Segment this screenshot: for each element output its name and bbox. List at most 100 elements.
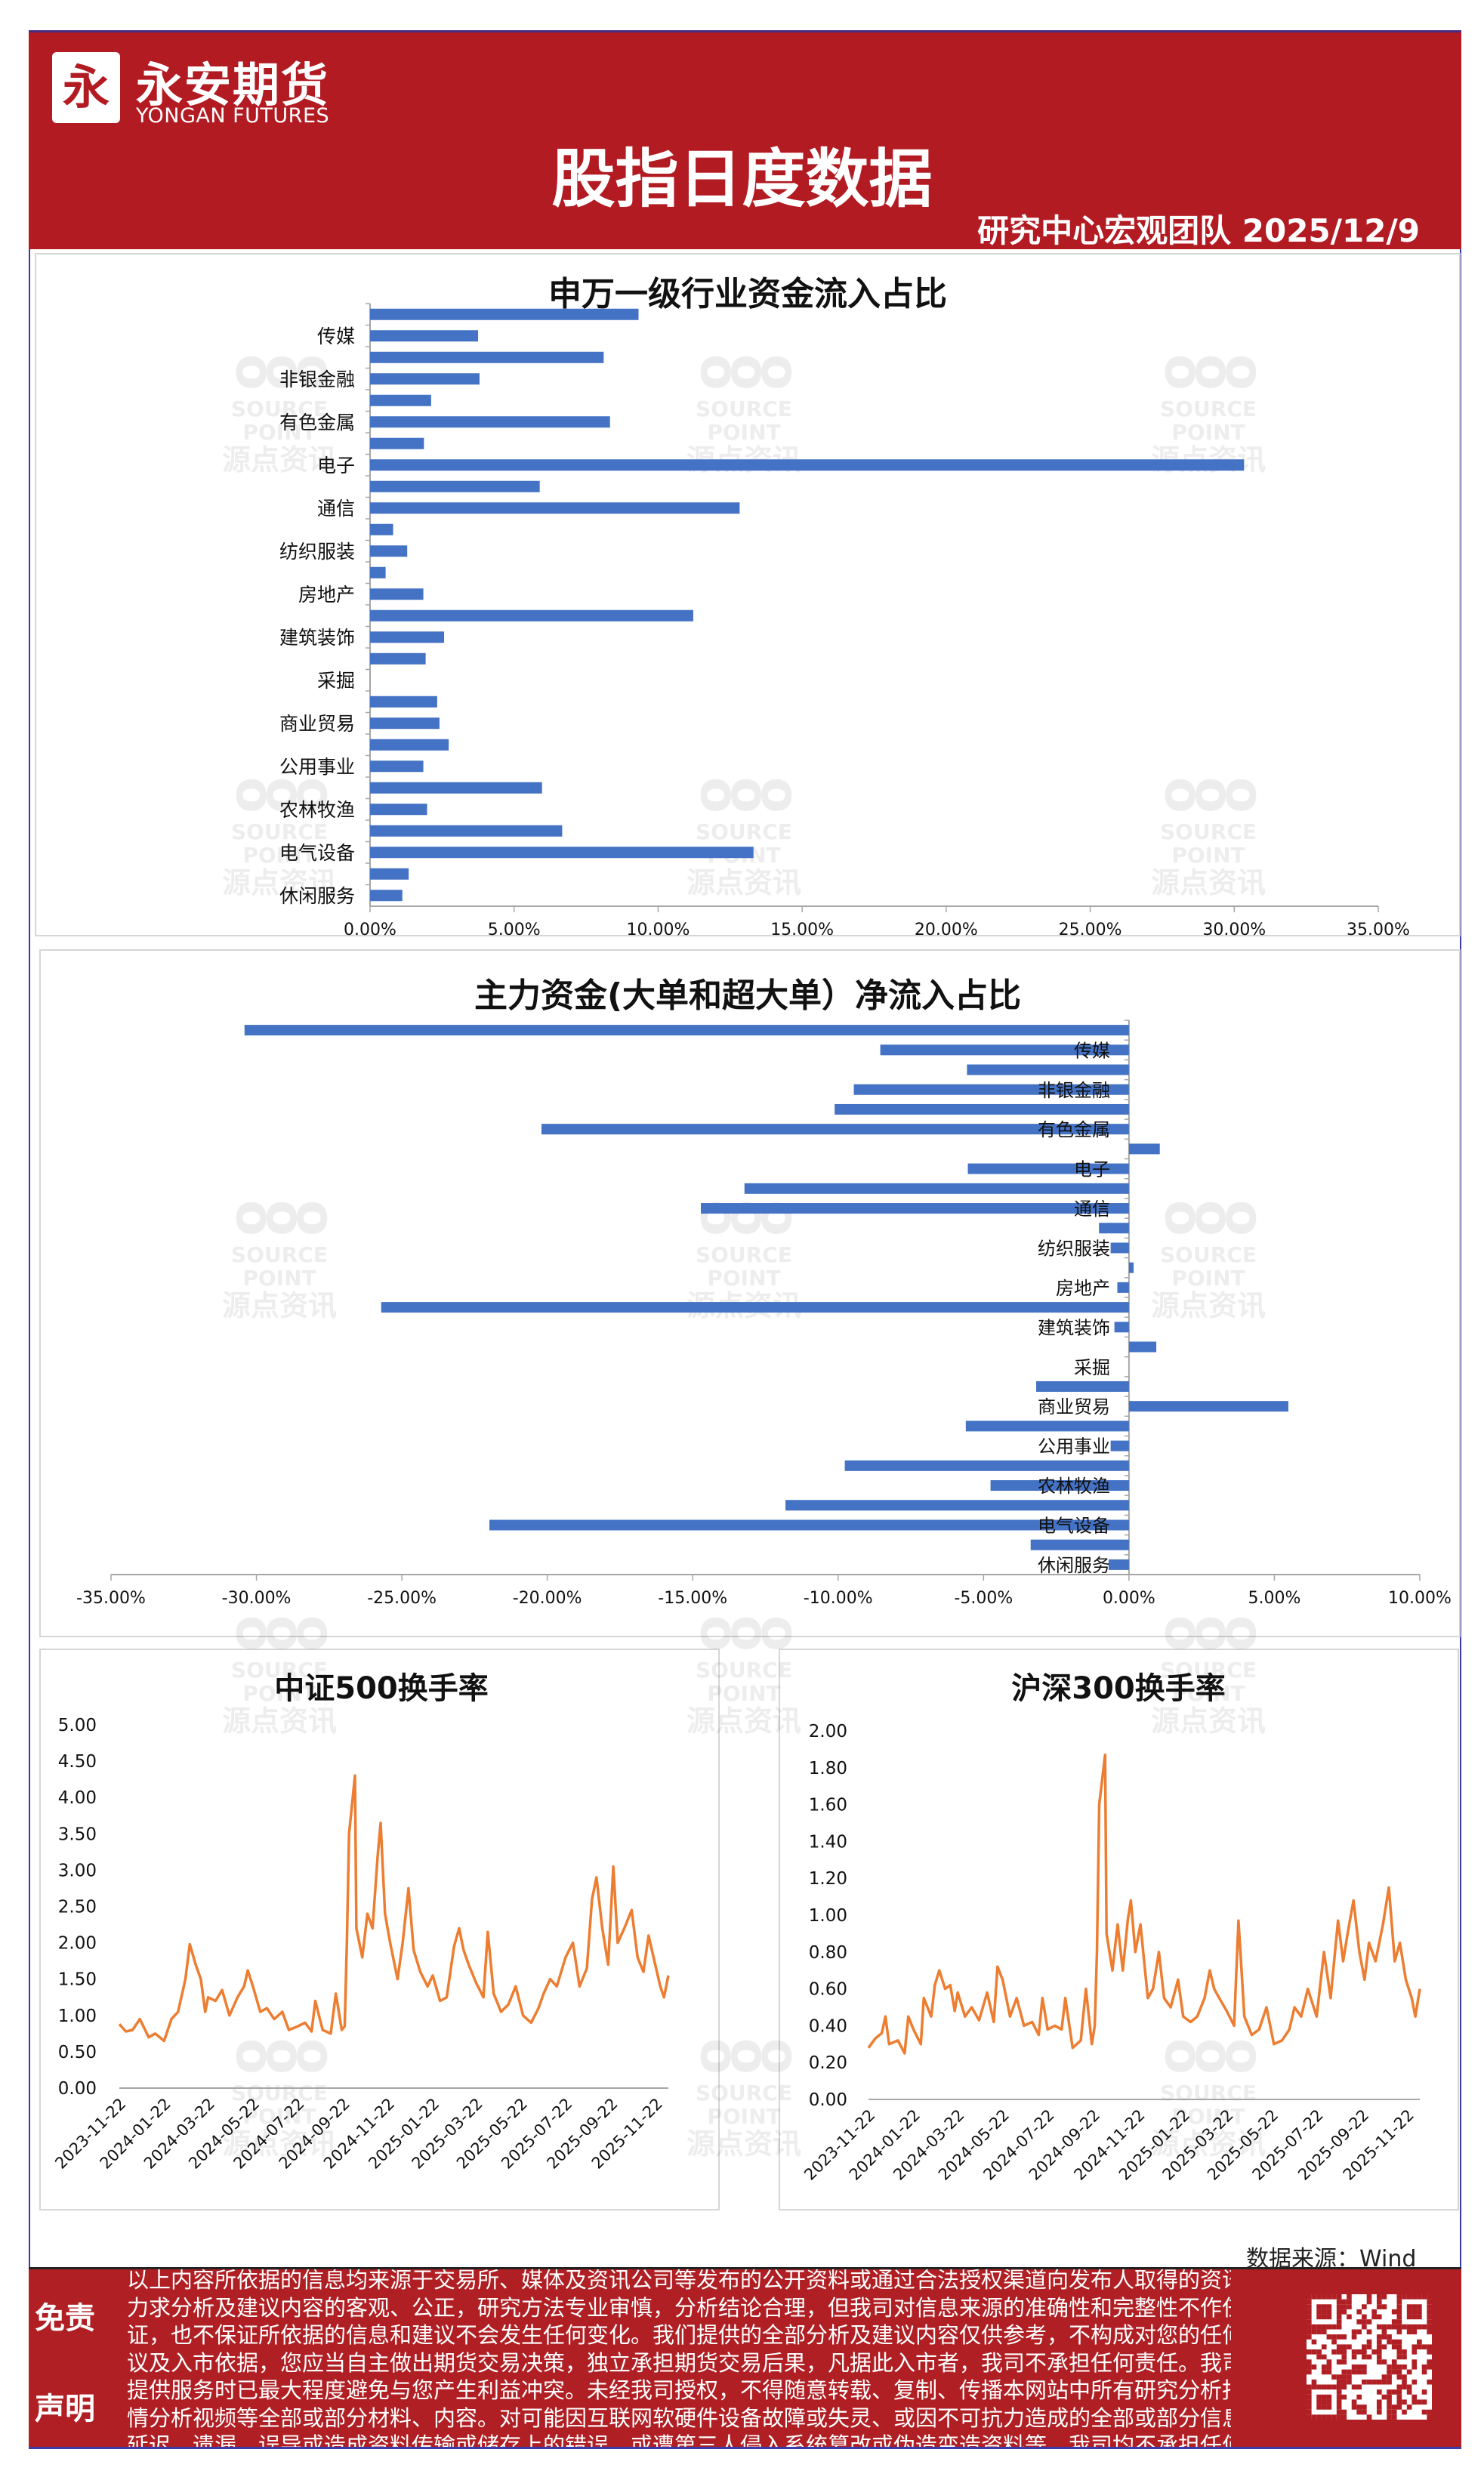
qr-module [1307, 2369, 1312, 2375]
qr-module [1336, 2299, 1342, 2305]
qr-module [1381, 2329, 1387, 2335]
qr-module [1307, 2299, 1312, 2305]
qr-module [1362, 2409, 1367, 2415]
qr-module [1417, 2314, 1422, 2320]
qr-module [1356, 2384, 1362, 2390]
qr-module [1376, 2349, 1382, 2355]
qr-module [1402, 2379, 1407, 2385]
qr-module [1341, 2304, 1347, 2309]
qr-module [1376, 2409, 1382, 2415]
qr-module [1307, 2329, 1312, 2335]
qr-module [1331, 2294, 1337, 2300]
qr-module [1406, 2384, 1412, 2390]
chart-title: 沪深300换手率 [1011, 1671, 1226, 1706]
qr-module [1336, 2405, 1342, 2410]
qr-module [1316, 2405, 1322, 2410]
qr-module [1316, 2384, 1322, 2390]
qr-module [1362, 2304, 1367, 2309]
qr-module [1411, 2314, 1418, 2320]
qr-module [1411, 2324, 1418, 2330]
qr-module [1411, 2294, 1418, 2300]
qr-module [1387, 2339, 1392, 2345]
qr-module [1427, 2294, 1432, 2300]
qr-module [1376, 2304, 1382, 2309]
qr-module [1307, 2334, 1312, 2340]
qr-module [1427, 2319, 1432, 2324]
disclaimer-line: 以上内容所依据的信息均来源于交易所、媒体及资讯公司等发布的公开资料或通过合法授权… [127, 2267, 1231, 2293]
qr-module [1427, 2409, 1432, 2415]
qr-module [1421, 2389, 1427, 2395]
qr-module [1376, 2399, 1382, 2405]
qr-module [1411, 2379, 1418, 2385]
qr-module [1371, 2309, 1377, 2315]
qr-module [1351, 2334, 1357, 2340]
qr-module [1326, 2399, 1332, 2405]
qr-module [1307, 2359, 1312, 2364]
qr-module [1307, 2309, 1312, 2315]
qr-module [1331, 2374, 1337, 2380]
qr-module [1427, 2414, 1432, 2420]
qr-module [1396, 2394, 1402, 2400]
qr-module [1391, 2409, 1397, 2415]
disclaimer-label-top: 免责 [35, 2301, 95, 2336]
qr-module [1406, 2314, 1412, 2320]
disclaimer-line: 议及入市依据，您应当自主做出期货交易决策，独立承担期货交易后果，凡据此入市者，我… [127, 2349, 1231, 2376]
qr-module [1362, 2369, 1367, 2375]
disclaimer-text: 以上内容所依据的信息均来源于交易所、媒体及资讯公司等发布的公开资料或通过合法授权… [127, 2267, 1231, 2447]
qr-module [1336, 2359, 1342, 2364]
chart-title: 主力资金(大单和超大单）净流入占比 [474, 976, 1022, 1015]
qr-module [1391, 2344, 1397, 2350]
qr-module [1307, 2414, 1312, 2420]
qr-module [1311, 2364, 1317, 2370]
qr-module [1321, 2304, 1327, 2309]
chart-main-net-inflow [39, 949, 1461, 1637]
qr-module [1356, 2394, 1362, 2400]
qr-module [1336, 2309, 1342, 2315]
qr-module [1341, 2414, 1347, 2420]
qr-module [1341, 2369, 1347, 2375]
qr-module [1421, 2324, 1427, 2330]
qr-module [1396, 2369, 1402, 2375]
qr-module [1336, 2379, 1342, 2385]
qr-module [1316, 2399, 1322, 2405]
qr-module [1362, 2354, 1367, 2360]
qr-module [1376, 2324, 1382, 2330]
qr-module [1391, 2359, 1397, 2364]
qr-module [1336, 2374, 1342, 2380]
qr-module [1406, 2304, 1412, 2309]
qr-module [1336, 2334, 1342, 2340]
qr-module [1326, 2369, 1332, 2375]
qr-module [1326, 2314, 1332, 2320]
qr-module [1417, 2294, 1422, 2300]
qr-module [1402, 2399, 1407, 2405]
qr-module [1362, 2324, 1367, 2330]
qr-module [1311, 2329, 1317, 2335]
qr-module [1341, 2354, 1347, 2360]
qr-module [1321, 2414, 1327, 2420]
qr-module [1411, 2309, 1418, 2315]
qr-module [1376, 2379, 1382, 2385]
qr-code-icon [1307, 2294, 1432, 2420]
qr-module [1341, 2409, 1347, 2415]
qr-module [1427, 2299, 1432, 2305]
qr-module [1381, 2379, 1387, 2385]
qr-module [1326, 2384, 1332, 2390]
page-frame [29, 30, 1461, 2267]
qr-module [1307, 2405, 1312, 2410]
qr-module [1381, 2294, 1387, 2300]
qr-module [1387, 2414, 1392, 2420]
qr-module [1326, 2394, 1332, 2400]
qr-module [1391, 2414, 1397, 2420]
qr-module [1316, 2329, 1322, 2335]
qr-module [1341, 2349, 1347, 2355]
qr-module [1307, 2349, 1312, 2355]
qr-module [1387, 2409, 1392, 2415]
qr-module [1311, 2294, 1317, 2300]
qr-module [1326, 2294, 1332, 2300]
qr-module [1351, 2405, 1357, 2410]
disclaimer-line: 提供服务时已最大程度避免与您产生利益冲突。未经我司授权，不得随意转载、复制、传播… [127, 2377, 1231, 2403]
qr-module [1391, 2324, 1397, 2330]
qr-module [1336, 2294, 1342, 2300]
disclaimer-line: 力求分析及建议内容的客观、公正，研究方法专业审慎，分析结论合理，但我司对信息来源… [127, 2294, 1231, 2321]
qr-module [1331, 2324, 1337, 2330]
